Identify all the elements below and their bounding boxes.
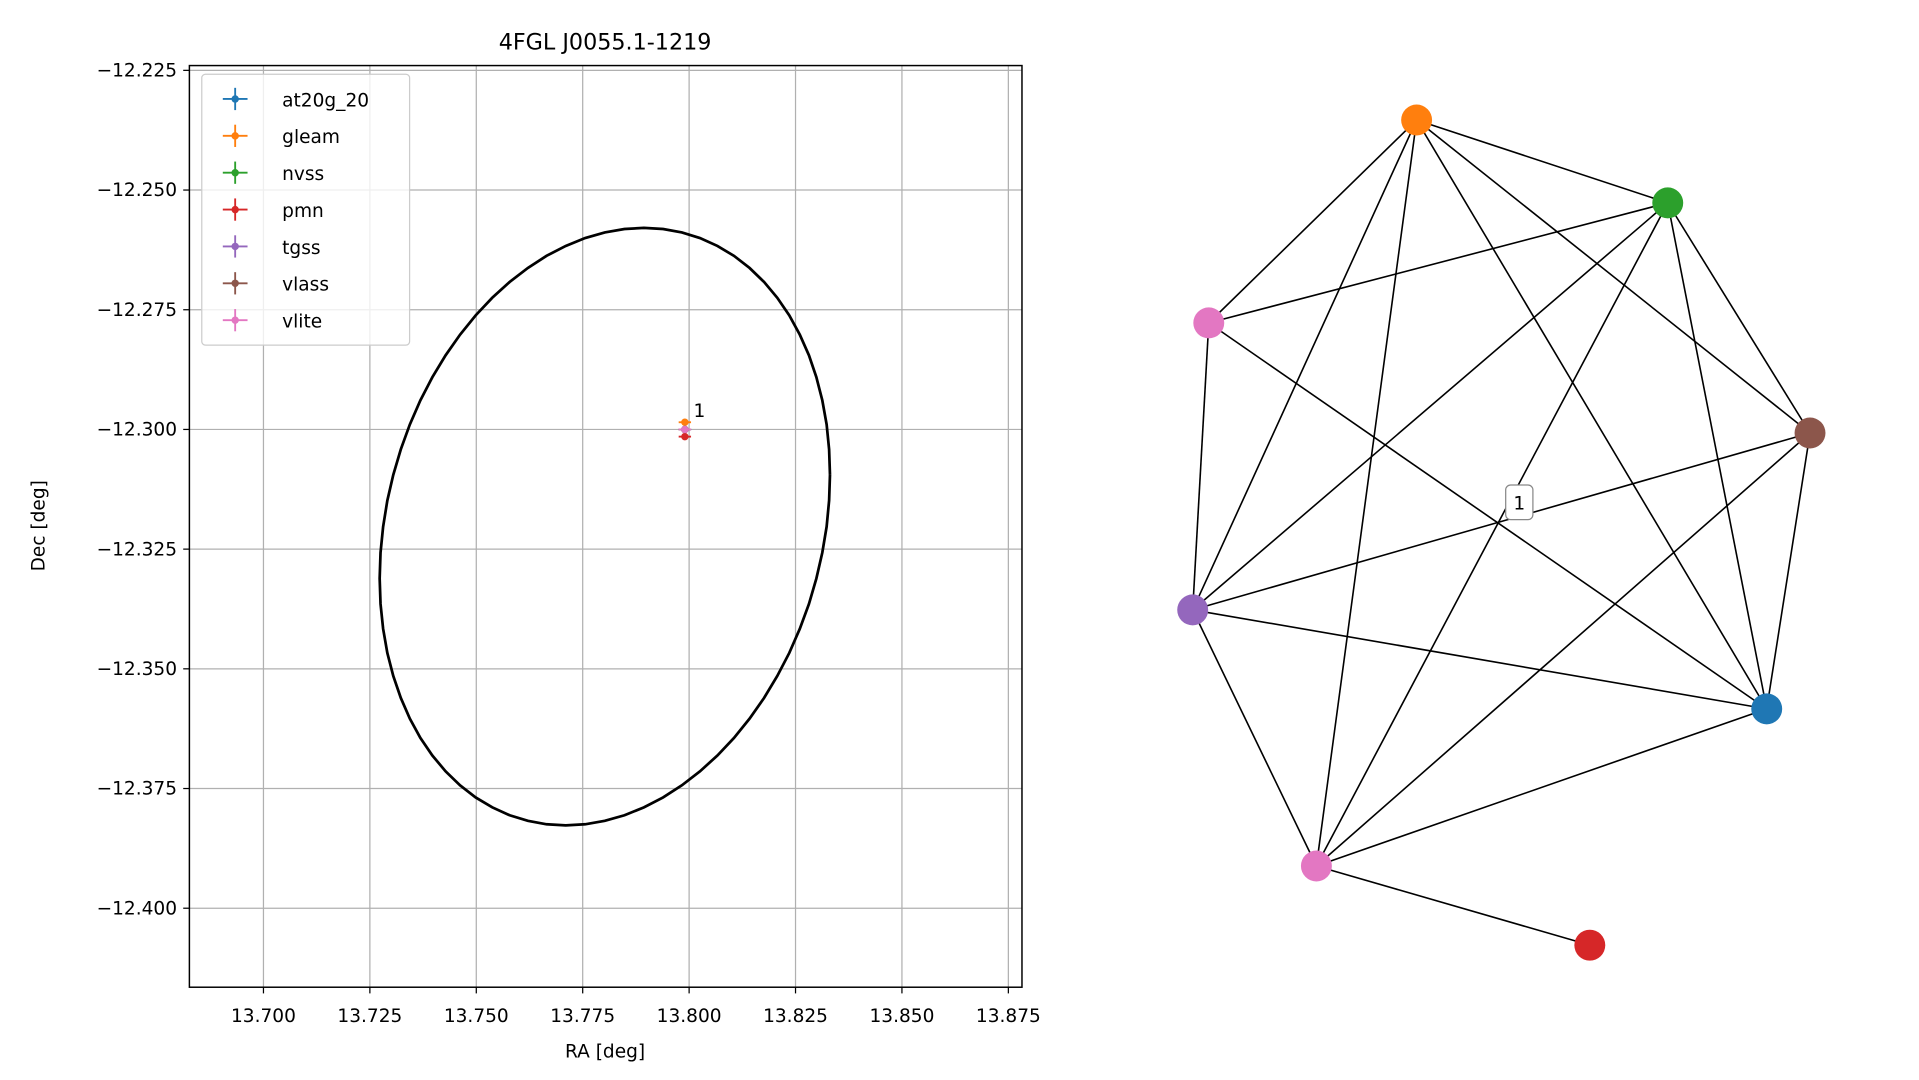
ellipse xyxy=(378,226,832,827)
graph-edge xyxy=(1192,609,1767,710)
legend-marker xyxy=(231,95,239,103)
graph-edge xyxy=(1416,119,1668,204)
graph-edge xyxy=(1416,119,1811,434)
graph-node xyxy=(1193,307,1225,339)
graph-node xyxy=(1401,104,1433,136)
legend-label: pmn xyxy=(282,201,324,222)
legend-marker xyxy=(231,316,239,324)
point xyxy=(681,432,689,441)
graph-edge xyxy=(1315,432,1811,867)
x-tick-label: 13.775 xyxy=(550,1006,615,1027)
legend-label: gleam xyxy=(282,127,340,148)
graph-edge xyxy=(1191,322,1210,610)
graph-edge xyxy=(1415,119,1768,710)
x-tick-label: 13.725 xyxy=(337,1006,402,1027)
graph-edge xyxy=(1191,119,1418,611)
legend-label: nvss xyxy=(282,164,324,185)
graph-node xyxy=(1574,929,1606,961)
legend-label: vlass xyxy=(282,275,329,296)
graph-node xyxy=(1794,417,1826,449)
graph-edge xyxy=(1208,119,1418,324)
graph-edge xyxy=(1191,609,1318,867)
y-tick-label: −12.325 xyxy=(97,539,177,560)
plot-frame xyxy=(188,64,1023,988)
edge-label: 1 xyxy=(1513,494,1525,515)
legend-marker xyxy=(231,205,239,214)
legend-marker xyxy=(231,132,239,140)
edge-label-box xyxy=(1505,484,1534,521)
y-tick-label: −12.375 xyxy=(97,779,177,800)
y-tick-label: −12.350 xyxy=(97,659,177,680)
graph-node xyxy=(1177,594,1209,626)
x-tick-label: 13.750 xyxy=(444,1006,509,1027)
graph-edge xyxy=(1316,865,1591,946)
x-axis-label: RA [deg] xyxy=(565,1042,645,1063)
x-tick-label: 13.875 xyxy=(976,1006,1041,1027)
graph-node xyxy=(1751,693,1783,725)
y-axis-label: Dec [deg] xyxy=(29,480,50,571)
graph-edge xyxy=(1208,202,1668,324)
y-tick-label: −12.250 xyxy=(97,180,177,201)
point xyxy=(681,418,689,426)
graph-edge xyxy=(1208,322,1768,710)
legend-box xyxy=(201,73,411,346)
legend-marker xyxy=(231,168,239,177)
graph-node xyxy=(1300,850,1332,882)
x-tick-label: 13.700 xyxy=(231,1006,296,1027)
y-tick-label: −12.225 xyxy=(97,61,177,82)
chart-title: 4FGL J0055.1-1219 xyxy=(499,29,712,55)
y-tick-label: −12.275 xyxy=(97,300,177,321)
graph-edge xyxy=(1192,202,1669,611)
graph-edge xyxy=(1192,432,1811,611)
annotation: 1 xyxy=(694,401,706,422)
graph-edge xyxy=(1316,708,1767,867)
y-tick-label: −12.300 xyxy=(97,420,177,441)
legend-label: at20g_20 xyxy=(282,90,369,111)
x-tick-label: 13.825 xyxy=(763,1006,828,1027)
legend-marker xyxy=(231,279,239,288)
graph-edge xyxy=(1315,119,1418,867)
graph-edge xyxy=(1315,202,1669,867)
y-tick-label: −12.400 xyxy=(97,898,177,919)
x-tick-label: 13.850 xyxy=(869,1006,934,1027)
legend-label: tgss xyxy=(282,238,320,259)
graph-edge xyxy=(1667,202,1811,434)
graph-edge xyxy=(1765,432,1811,709)
graph-node xyxy=(1652,187,1684,219)
graph-edge xyxy=(1666,202,1768,710)
legend-label: vlite xyxy=(282,312,322,333)
point xyxy=(681,425,689,434)
legend-marker xyxy=(231,242,239,251)
x-tick-label: 13.800 xyxy=(657,1006,722,1027)
